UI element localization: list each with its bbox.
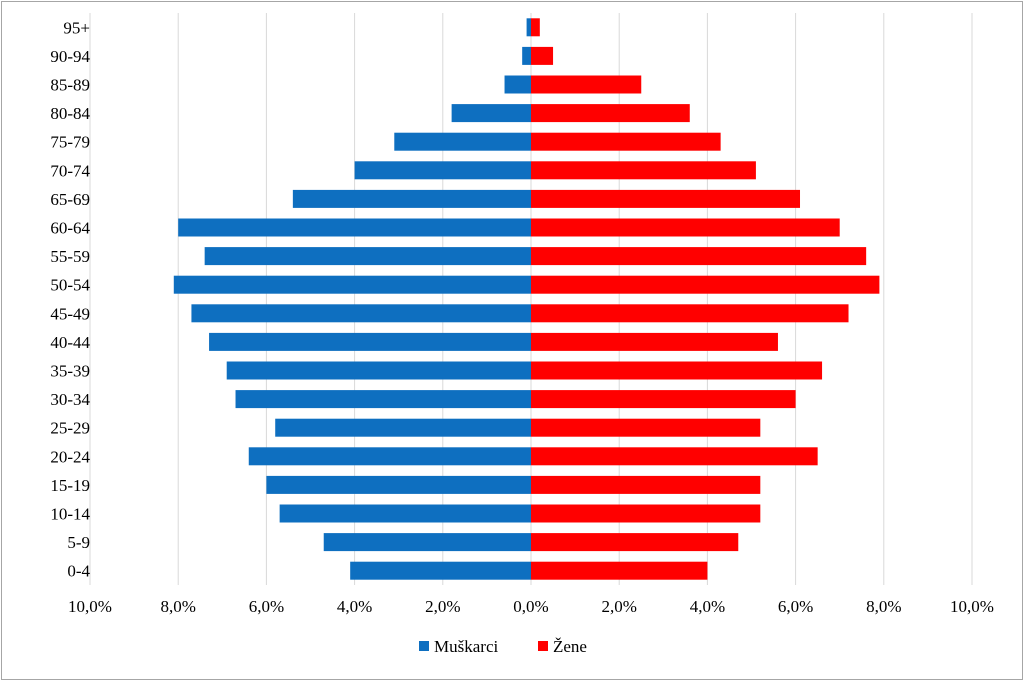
bar-muskarci-80-84 (451, 104, 531, 123)
category-label: 60-64 (50, 219, 90, 238)
legend-label-zene: Žene (553, 637, 587, 656)
bar-muskarci-60-64 (178, 218, 531, 237)
bar-zene-30-34 (531, 390, 796, 409)
bar-muskarci-95+ (526, 18, 531, 37)
bar-muskarci-35-39 (226, 361, 531, 380)
legend: Muškarci Žene (419, 637, 587, 656)
x-tick-label: 4,0% (337, 597, 372, 616)
x-tick-label: 2,0% (601, 597, 636, 616)
category-label: 30-34 (50, 390, 90, 409)
category-label: 25-29 (50, 419, 90, 438)
category-label: 35-39 (50, 362, 90, 381)
bar-muskarci-90-94 (522, 46, 531, 65)
category-label: 95+ (63, 18, 90, 37)
x-tick-label: 0,0% (513, 597, 548, 616)
bar-muskarci-75-79 (394, 132, 531, 151)
bar-zene-80-84 (531, 104, 690, 123)
x-tick-label: 6,0% (778, 597, 813, 616)
x-tick-label: 8,0% (866, 597, 901, 616)
category-label: 65-69 (50, 190, 90, 209)
bar-zene-45-49 (531, 304, 849, 323)
x-tick-label: 2,0% (425, 597, 460, 616)
bar-muskarci-65-69 (292, 189, 531, 208)
category-label: 80-84 (50, 104, 90, 123)
category-label: 50-54 (50, 276, 90, 295)
bar-zene-20-24 (531, 447, 818, 466)
category-label: 85-89 (50, 76, 90, 95)
category-label: 20-24 (50, 447, 90, 466)
x-tick-label: 10,0% (950, 597, 994, 616)
category-label: 40-44 (50, 333, 90, 352)
bar-muskarci-45-49 (191, 304, 531, 323)
legend-swatch-muskarci (419, 641, 429, 651)
value-axis-labels: 10,0% 8,0% 6,0% 4,0% 2,0% 0,0% 2,0% 4,0% 6,0% 8,0… (68, 597, 994, 616)
x-tick-label: 8,0% (160, 597, 195, 616)
bar-zene-50-54 (531, 275, 880, 294)
category-label: 15-19 (50, 476, 90, 495)
category-axis-labels: 0-4 5-9 10-14 15-19 20-24 25-29 30-34 35-39 40-4… (50, 18, 90, 580)
bar-zene-40-44 (531, 332, 778, 351)
bar-zene-10-14 (531, 504, 761, 523)
bar-muskarci-50-54 (173, 275, 532, 294)
bar-muskarci-25-29 (275, 418, 531, 437)
bar-muskarci-15-19 (266, 475, 531, 494)
category-label: 70-74 (50, 161, 90, 180)
x-tick-label: 4,0% (690, 597, 725, 616)
bar-muskarci-70-74 (354, 161, 531, 180)
bar-zene-25-29 (531, 418, 761, 437)
bar-muskarci-20-24 (248, 447, 531, 466)
bar-zene-65-69 (531, 189, 801, 208)
bar-zene-55-59 (531, 247, 867, 266)
category-label: 55-59 (50, 247, 90, 266)
bar-zene-35-39 (531, 361, 823, 380)
legend-swatch-zene (538, 641, 548, 651)
bar-zene-60-64 (531, 218, 840, 237)
bar-zene-95+ (531, 18, 540, 37)
bar-zene-85-89 (531, 75, 642, 94)
bar-zene-5-9 (531, 533, 739, 552)
bar-muskarci-55-59 (204, 247, 531, 266)
bar-muskarci-40-44 (209, 332, 531, 351)
bar-muskarci-30-34 (235, 390, 531, 409)
bar-muskarci-5-9 (323, 533, 531, 552)
x-tick-label: 10,0% (68, 597, 112, 616)
bar-zene-0-4 (531, 561, 708, 580)
category-label: 90-94 (50, 47, 90, 66)
bar-zene-15-19 (531, 475, 761, 494)
category-label: 45-49 (50, 304, 90, 323)
category-label: 75-79 (50, 133, 90, 152)
category-label: 0-4 (67, 562, 90, 581)
gridlines (89, 13, 973, 585)
bar-muskarci-85-89 (504, 75, 531, 94)
bar-zene-75-79 (531, 132, 721, 151)
x-tick-label: 6,0% (249, 597, 284, 616)
category-label: 10-14 (50, 505, 90, 524)
bar-zene-70-74 (531, 161, 756, 180)
category-label: 5-9 (67, 533, 90, 552)
bar-muskarci-0-4 (350, 561, 531, 580)
legend-label-muskarci: Muškarci (434, 637, 498, 656)
bars (173, 18, 880, 580)
bar-muskarci-10-14 (279, 504, 531, 523)
bar-zene-90-94 (531, 46, 554, 65)
